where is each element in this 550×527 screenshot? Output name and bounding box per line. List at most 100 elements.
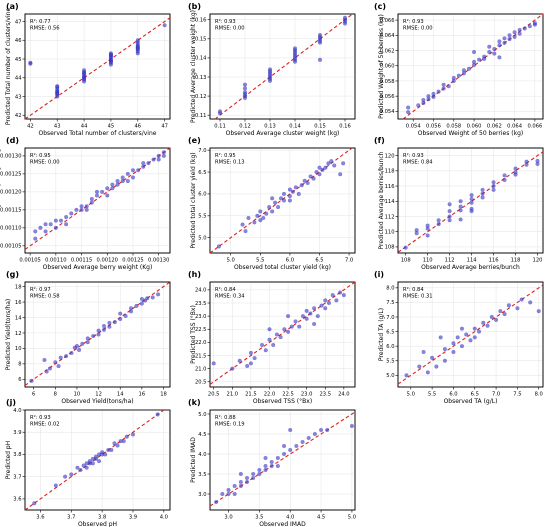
- data-point: [161, 150, 166, 155]
- data-point: [267, 67, 273, 72]
- x-tick-label: 10: [74, 392, 81, 398]
- data-point: [96, 459, 102, 464]
- data-point: [469, 193, 474, 198]
- y-tick-label: 5.0: [386, 373, 394, 379]
- data-point: [101, 323, 107, 329]
- x-tick-label: 0.14: [289, 124, 301, 130]
- data-point: [243, 229, 248, 234]
- chart-panel-5: 5.0 5.5 6.0 6.5 7.0 5.0 5.5 6.0 6.5 7.0 Observed t…: [188, 136, 356, 271]
- data-point: [491, 183, 496, 189]
- rmse-label: RMSE: 0.00: [30, 160, 60, 166]
- y-tick-label: 0.062: [380, 48, 395, 54]
- data-point: [123, 313, 128, 319]
- y-axis-label: Predicted Average cluster weight (kg): [190, 10, 197, 123]
- x-axis-label: Observed Yield(tons/ha): [61, 398, 133, 405]
- data-point: [471, 59, 477, 64]
- data-point: [451, 341, 456, 346]
- identity-line: [209, 147, 353, 254]
- data-point: [304, 308, 309, 313]
- data-point: [281, 198, 287, 203]
- data-point: [311, 176, 316, 181]
- data-point: [238, 471, 243, 477]
- data-point: [87, 459, 92, 464]
- data-point: [447, 209, 452, 214]
- r2-label: R²: 0.93: [403, 153, 424, 159]
- y-axis-label: Predicted Yield(tons/ha): [5, 299, 12, 371]
- x-tick-label: 120: [533, 258, 543, 264]
- y-tick-label: 7.0: [198, 148, 206, 154]
- data-point: [312, 321, 317, 327]
- chart-panel-8: 20.5 21.0 21.5 22.0 22.5 23.0 23.5 24.0 20.5 21.0…: [188, 270, 356, 405]
- x-tick-label: 46: [134, 124, 141, 130]
- x-tick-label: 7.0: [492, 392, 500, 398]
- y-tick-label: 8.0: [386, 286, 394, 292]
- x-tick-label: 0.00130: [148, 258, 169, 264]
- panel-letter: (k): [188, 398, 201, 407]
- data-point: [468, 338, 473, 343]
- data-point: [306, 435, 311, 441]
- data-point: [434, 364, 439, 369]
- plot-border: [209, 281, 356, 388]
- data-point: [44, 369, 49, 374]
- data-point: [458, 208, 463, 213]
- data-point: [237, 358, 242, 363]
- x-tick-label: 0.060: [467, 124, 482, 130]
- r2-label: R²: 0.93: [215, 19, 236, 25]
- panel-letter: (f): [374, 136, 385, 145]
- y-tick-label: 108: [385, 245, 395, 251]
- plot-border: [24, 13, 171, 120]
- y-tick-label: 3.8: [13, 452, 21, 458]
- y-tick-label: 4.0: [13, 408, 21, 414]
- data-point: [464, 332, 469, 337]
- x-tick-label: 0.054: [406, 124, 422, 130]
- data-point: [69, 472, 74, 477]
- data-point: [128, 309, 134, 314]
- data-point: [214, 499, 219, 505]
- data-point: [80, 341, 85, 346]
- y-tick-label: 12: [15, 331, 22, 337]
- data-point: [110, 182, 115, 187]
- data-point: [96, 452, 102, 457]
- data-point: [85, 340, 90, 345]
- y-tick-label: 6: [18, 377, 21, 383]
- data-point: [145, 296, 150, 301]
- data-point: [447, 202, 452, 207]
- data-point: [425, 370, 430, 375]
- data-point: [56, 364, 61, 369]
- y-axis-label: Predicted Weight of 50 berries (kg): [378, 14, 385, 119]
- data-point: [53, 225, 58, 230]
- data-point: [480, 187, 485, 192]
- data-point: [471, 49, 477, 55]
- chart-panel-11: 3.0 3.5 4.0 4.5 5.0 3.0 3.5 4.0 4.5 5.0 Observed I…: [188, 398, 356, 527]
- data-point: [461, 68, 466, 73]
- data-point: [305, 180, 310, 186]
- data-point: [257, 467, 262, 473]
- x-tick-label: 5.5: [428, 392, 436, 398]
- data-point: [469, 196, 474, 202]
- data-point: [447, 214, 452, 219]
- data-point: [502, 173, 507, 178]
- data-point: [33, 229, 38, 234]
- data-point: [267, 78, 273, 83]
- x-tick-label: 4.0: [160, 515, 168, 521]
- y-tick-label: 6.5: [198, 170, 206, 176]
- x-tick-label: 44: [81, 124, 88, 130]
- plot-area: [24, 13, 171, 120]
- data-point: [245, 363, 250, 369]
- x-tick-label: 0.11: [214, 124, 226, 130]
- data-point: [81, 463, 86, 468]
- data-point: [267, 327, 272, 332]
- data-point: [513, 166, 518, 171]
- y-axis-label: Predicted TA (g/L): [378, 308, 385, 361]
- x-tick-label: 21.5: [245, 392, 257, 398]
- data-point: [430, 355, 435, 360]
- y-tick-label: 23.5: [195, 301, 207, 307]
- plot-border: [24, 281, 171, 388]
- rmse-label: RMSE: 0.19: [215, 422, 245, 428]
- data-point: [502, 177, 507, 183]
- data-point: [459, 344, 465, 349]
- data-point: [161, 153, 166, 158]
- data-point: [271, 342, 276, 348]
- y-tick-label: 6.0: [198, 192, 206, 198]
- data-point: [29, 378, 34, 383]
